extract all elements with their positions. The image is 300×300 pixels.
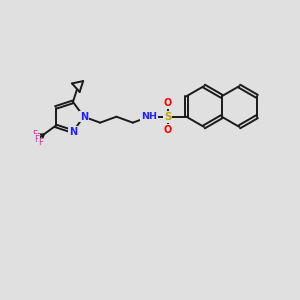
- Text: N: N: [69, 127, 77, 136]
- Text: F: F: [34, 135, 39, 144]
- Text: N: N: [80, 112, 88, 122]
- Text: F: F: [32, 130, 38, 139]
- Text: S: S: [164, 112, 172, 122]
- Text: NH: NH: [141, 112, 157, 121]
- Text: O: O: [164, 98, 172, 109]
- Text: F: F: [38, 138, 43, 147]
- Text: O: O: [164, 125, 172, 135]
